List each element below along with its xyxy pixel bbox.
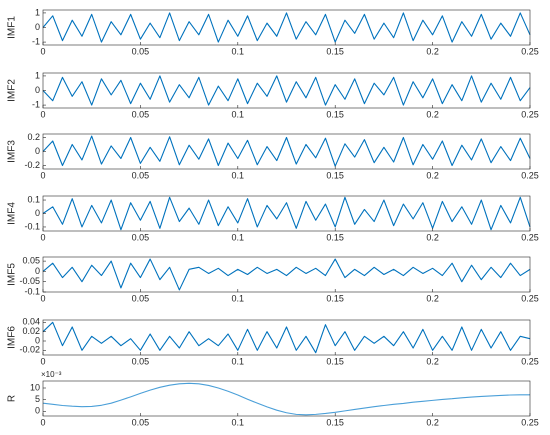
y-axis-label: IMF4 — [7, 202, 18, 225]
x-tick-label: 0.15 — [326, 109, 344, 119]
x-tick-label: 0.05 — [132, 417, 150, 427]
y-axis-label: IMF3 — [7, 140, 18, 163]
y-tick-label: 0 — [35, 208, 40, 218]
x-tick-label: 0.15 — [326, 293, 344, 303]
y-tick-label: 0 — [35, 266, 40, 276]
y-tick-label: 0 — [35, 85, 40, 95]
y-axis-label: R — [7, 395, 18, 402]
x-tick-label: 0 — [40, 232, 45, 242]
y-tick-label: 0 — [35, 335, 40, 345]
x-tick-label: 0.1 — [232, 232, 245, 242]
x-tick-label: 0.25 — [521, 46, 539, 56]
x-tick-label: 0.1 — [232, 293, 245, 303]
x-tick-label: 0.15 — [326, 232, 344, 242]
signal-line — [42, 196, 531, 231]
x-tick-label: 0.1 — [232, 356, 245, 366]
y-tick-label: -0.05 — [19, 276, 40, 286]
x-tick-label: 0.2 — [426, 46, 439, 56]
x-tick-label: 0 — [40, 46, 45, 56]
x-tick-label: 0 — [40, 170, 45, 180]
x-tick-label: 0.25 — [521, 417, 539, 427]
y-tick-label: 0.04 — [22, 317, 40, 327]
x-tick-label: 0 — [40, 356, 45, 366]
x-tick-label: 0.05 — [132, 109, 150, 119]
x-tick-label: 0.2 — [426, 170, 439, 180]
y-axis-label: IMF5 — [7, 263, 18, 286]
x-tick-label: 0.2 — [426, 232, 439, 242]
y-tick-label: -0.1 — [24, 286, 40, 296]
x-tick-label: 0.05 — [132, 46, 150, 56]
x-tick-label: 0.25 — [521, 232, 539, 242]
y-axis-label: IMF2 — [7, 79, 18, 102]
y-tick-label: 0.02 — [22, 326, 40, 336]
y-tick-label: 1 — [35, 7, 40, 17]
plot-area — [43, 257, 530, 292]
x-tick-label: 0 — [40, 109, 45, 119]
axes-box — [42, 256, 531, 293]
x-tick-label: 0.25 — [521, 356, 539, 366]
x-tick-label: 0 — [40, 293, 45, 303]
y-tick-label: 0.1 — [27, 194, 40, 204]
signal-line — [42, 135, 531, 167]
y-tick-label: 0 — [35, 22, 40, 32]
plot-area — [43, 320, 530, 355]
y-axis-label: IMF1 — [7, 16, 18, 39]
x-tick-label: 0.15 — [326, 356, 344, 366]
x-tick-label: 0.2 — [426, 356, 439, 366]
x-tick-label: 0.25 — [521, 293, 539, 303]
x-tick-label: 0.05 — [132, 232, 150, 242]
y-tick-label: 0.2 — [27, 132, 40, 142]
signal-line — [42, 75, 531, 106]
y-tick-label: -1 — [32, 36, 40, 46]
x-tick-label: 0.1 — [232, 417, 245, 427]
y-tick-label: -0.02 — [19, 345, 40, 355]
y-tick-label: -1 — [32, 99, 40, 109]
signal-line — [42, 382, 530, 416]
x-tick-label: 0.2 — [426, 293, 439, 303]
plot-area — [43, 73, 530, 108]
y-tick-label: 0 — [35, 146, 40, 156]
y-tick-label: 5 — [35, 394, 40, 404]
y-axis-label: IMF6 — [7, 326, 18, 349]
x-tick-label: 0.15 — [326, 417, 344, 427]
y-tick-label: 0 — [35, 406, 40, 416]
x-tick-label: 0.1 — [232, 46, 245, 56]
x-tick-label: 0.05 — [132, 356, 150, 366]
x-tick-label: 0.05 — [132, 170, 150, 180]
y-tick-label: 0.05 — [22, 255, 40, 265]
axis-exponent: ×10⁻³ — [41, 370, 62, 379]
y-tick-label: -0.2 — [24, 160, 40, 170]
signal-line — [42, 12, 531, 43]
x-tick-label: 0.1 — [232, 170, 245, 180]
axes-box — [42, 380, 531, 417]
x-tick-label: 0.2 — [426, 109, 439, 119]
signal-line — [42, 321, 531, 354]
plot-area — [43, 196, 530, 231]
y-tick-label: 1 — [35, 70, 40, 80]
x-tick-label: 0.15 — [326, 46, 344, 56]
signal-line — [42, 258, 531, 291]
x-tick-label: 0.25 — [521, 109, 539, 119]
x-tick-label: 0 — [40, 417, 45, 427]
axes-box — [42, 319, 531, 356]
x-tick-label: 0.05 — [132, 293, 150, 303]
x-tick-label: 0.15 — [326, 170, 344, 180]
y-tick-label: -0.1 — [24, 221, 40, 231]
x-tick-label: 0.2 — [426, 417, 439, 427]
y-tick-label: 10 — [30, 382, 40, 392]
x-tick-label: 0.25 — [521, 170, 539, 180]
x-tick-label: 0.1 — [232, 109, 245, 119]
